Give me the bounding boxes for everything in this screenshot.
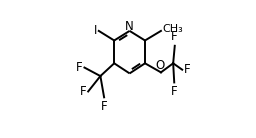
Text: I: I bbox=[93, 24, 97, 37]
Text: CH₃: CH₃ bbox=[162, 24, 183, 34]
Text: F: F bbox=[80, 85, 87, 98]
Text: O: O bbox=[156, 59, 165, 72]
Text: F: F bbox=[101, 100, 108, 113]
Text: F: F bbox=[170, 85, 177, 98]
Text: F: F bbox=[184, 63, 190, 76]
Text: N: N bbox=[125, 20, 134, 33]
Text: F: F bbox=[171, 30, 178, 43]
Text: F: F bbox=[76, 61, 83, 74]
